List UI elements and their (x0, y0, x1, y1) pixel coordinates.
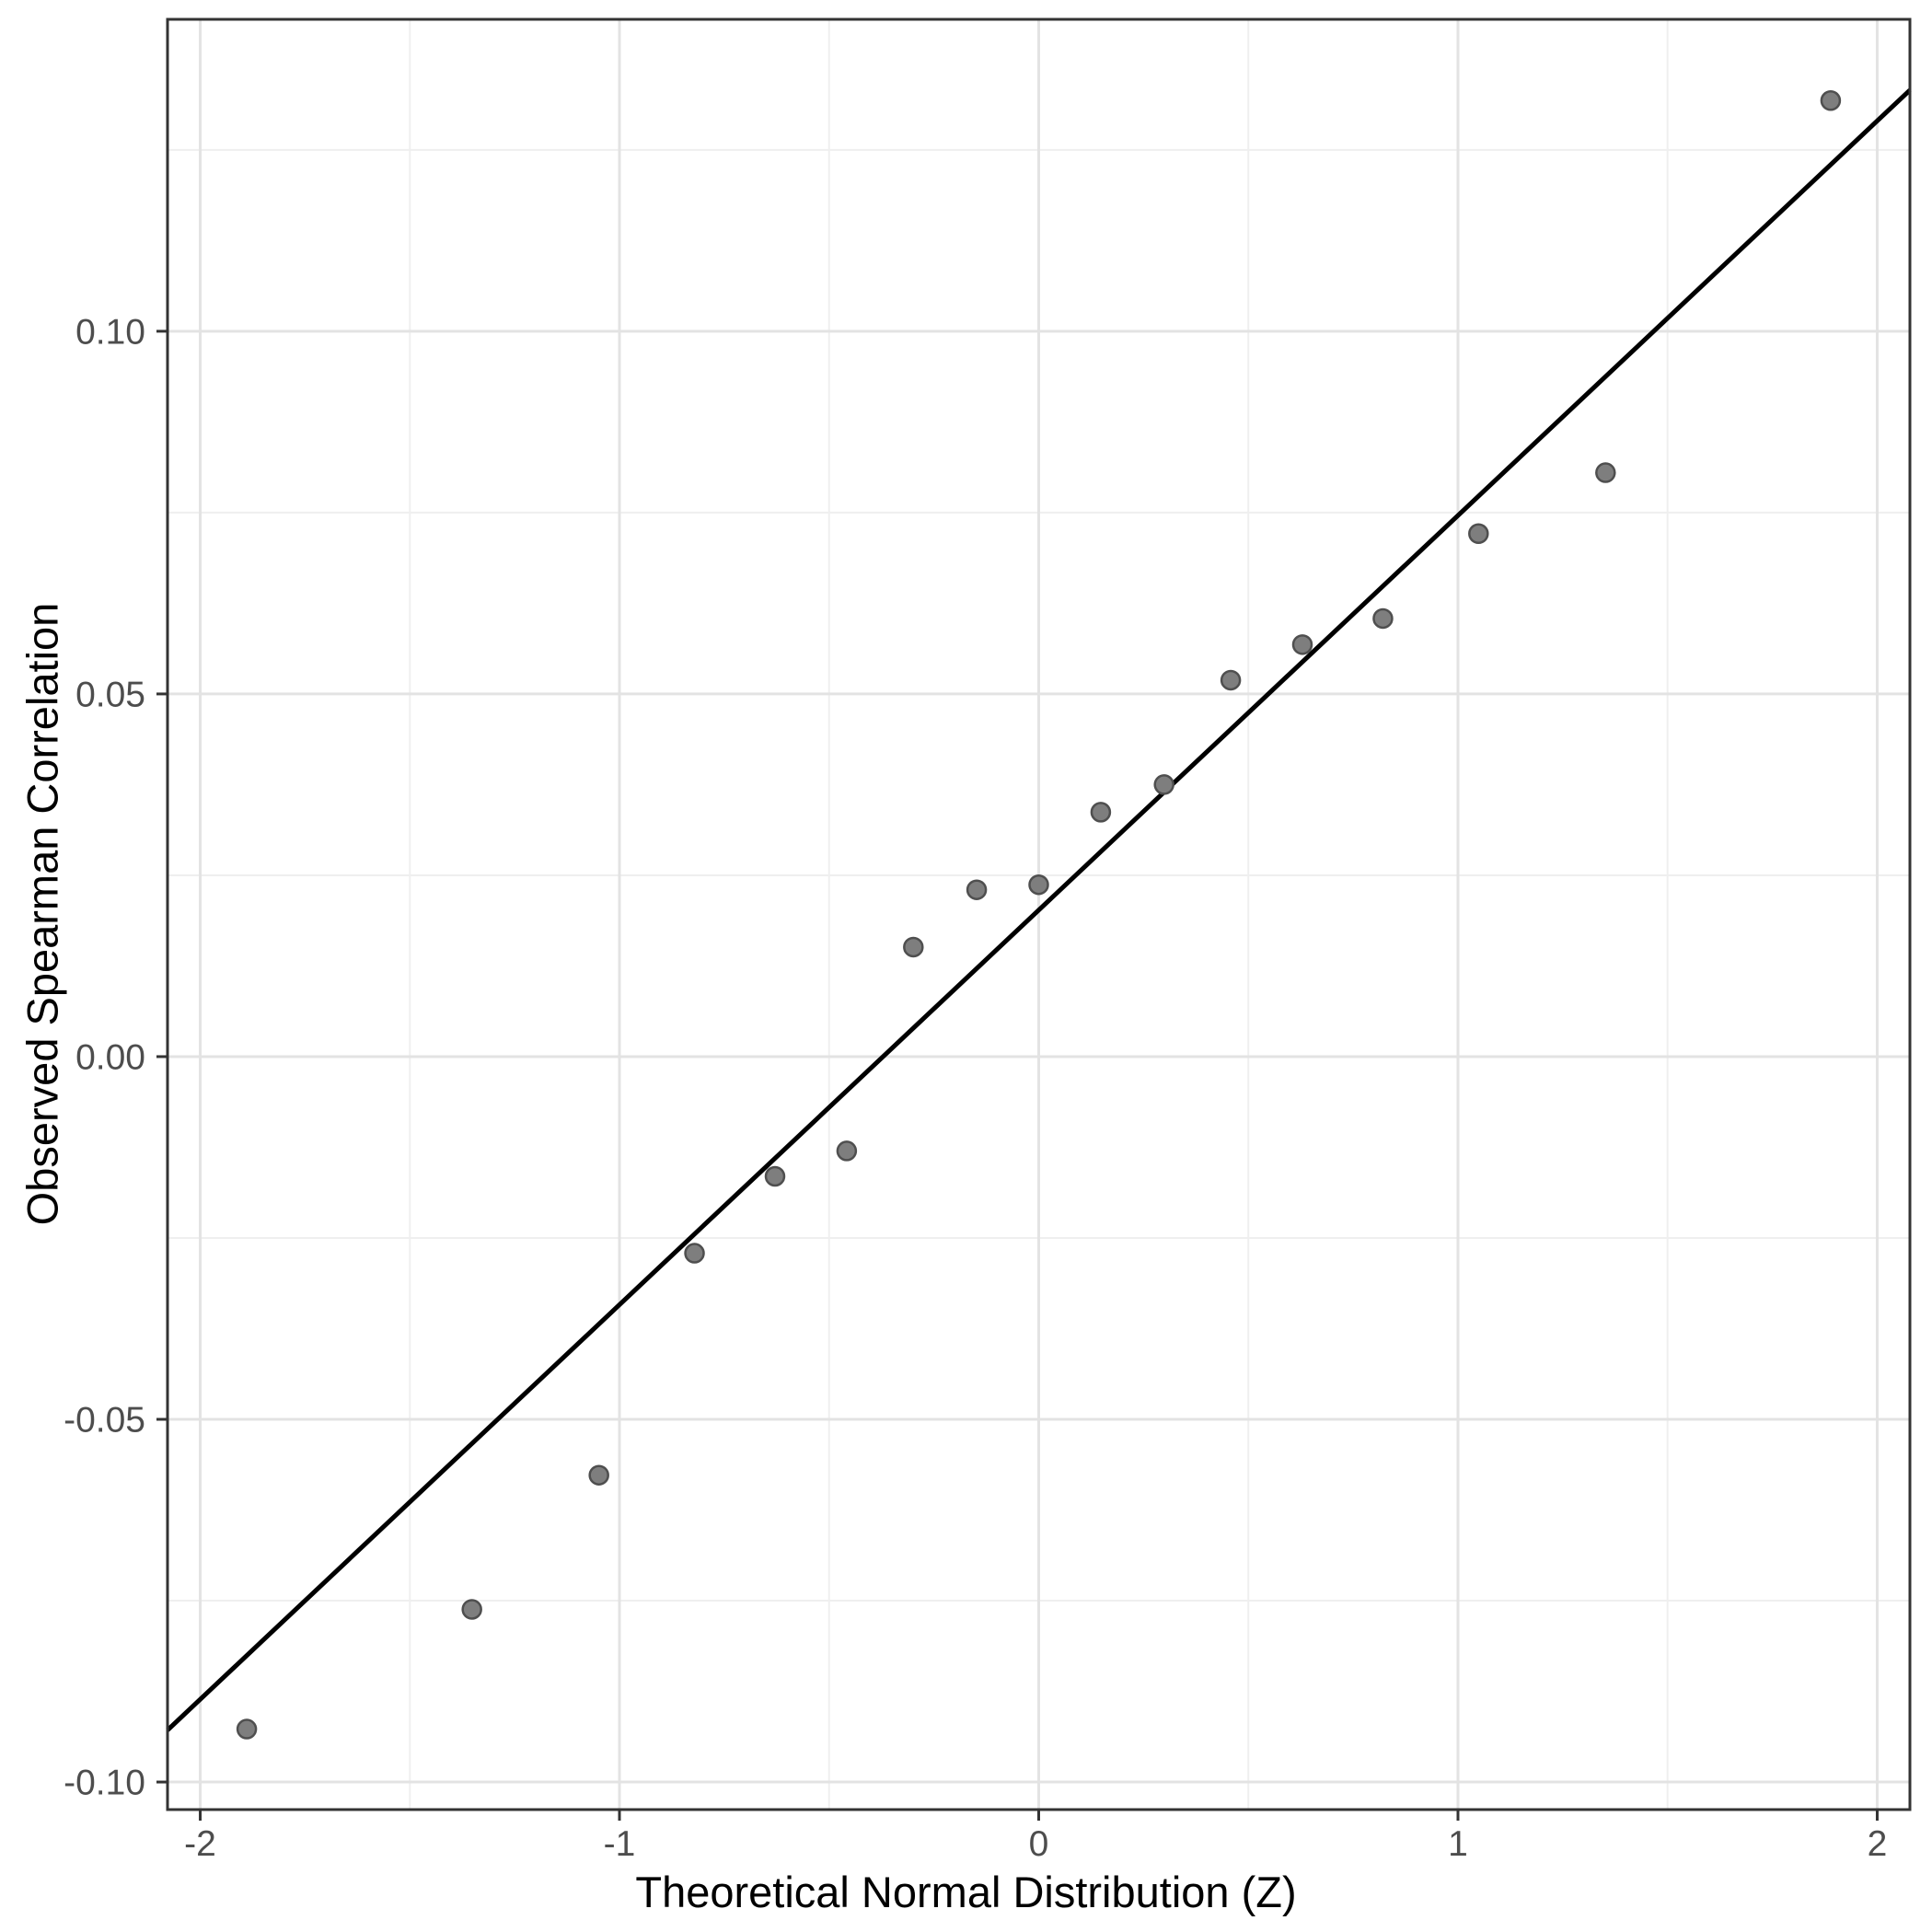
data-point (588, 1464, 609, 1486)
data-point (461, 1599, 482, 1620)
data-point (1028, 873, 1049, 896)
data-point (903, 936, 924, 958)
x-tick-label: 0 (1029, 1824, 1049, 1864)
data-point (236, 1718, 258, 1740)
x-axis-title: Theoretical Normal Distribution (Z) (635, 1868, 1297, 1916)
data-point (1220, 669, 1242, 691)
x-tick-label: 2 (1868, 1824, 1888, 1864)
data-point (966, 879, 988, 900)
y-tick-label: -0.10 (64, 1764, 145, 1803)
y-tick-label: -0.05 (64, 1401, 145, 1440)
data-point (1468, 523, 1489, 545)
data-point (1372, 607, 1394, 630)
data-point (764, 1165, 786, 1187)
data-point (1153, 774, 1174, 795)
y-axis-title: Observed Spearman Correlation (17, 602, 67, 1226)
x-tick-label: -2 (184, 1824, 216, 1864)
data-point (684, 1243, 705, 1264)
data-point (1090, 802, 1112, 823)
x-tick-label: -1 (604, 1824, 636, 1864)
data-point (1595, 462, 1616, 483)
x-tick-label: 1 (1448, 1824, 1468, 1864)
y-tick-label: 0.10 (75, 312, 145, 352)
y-tick-label: 0.00 (75, 1037, 145, 1077)
data-point (1820, 90, 1842, 111)
qq-reference-line (166, 88, 1912, 1732)
data-point (1291, 634, 1313, 655)
y-tick-label: 0.05 (75, 675, 145, 714)
data-point (836, 1140, 858, 1162)
